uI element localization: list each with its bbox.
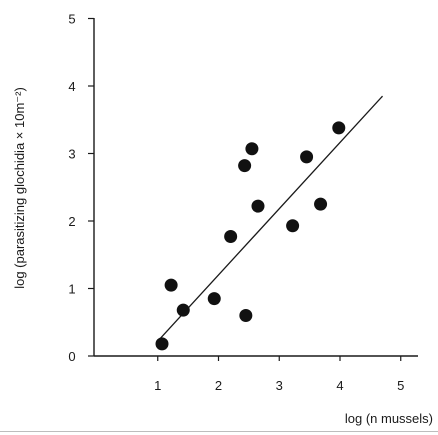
regression-line <box>157 95 384 342</box>
data-point <box>176 303 190 317</box>
data-point <box>155 337 169 351</box>
x-axis-title: log (n mussels) <box>345 411 433 426</box>
x-tick-label: 3 <box>276 378 283 393</box>
data-point <box>239 309 253 322</box>
x-axis-ticks: 1 2 3 4 5 <box>154 356 404 393</box>
y-tick-label: 4 <box>68 79 75 94</box>
data-point <box>224 230 238 244</box>
plot-area: 0 1 2 3 4 5 1 2 3 4 5 <box>68 12 418 393</box>
data-points <box>155 121 346 351</box>
y-tick-label: 1 <box>68 282 75 297</box>
data-point <box>238 159 252 173</box>
y-tick-label: 3 <box>68 147 75 162</box>
y-axis-ticks: 0 1 2 3 4 5 <box>68 12 94 364</box>
data-point <box>207 292 221 306</box>
data-point <box>251 199 265 213</box>
y-axis-title: log (parasitizing glochidia × 10m⁻²) <box>12 87 27 289</box>
x-tick-label: 4 <box>336 378 343 393</box>
y-tick-label: 0 <box>68 349 75 364</box>
x-tick-label: 5 <box>397 378 404 393</box>
bottom-rule <box>0 431 438 432</box>
data-point <box>245 142 259 156</box>
y-tick-label: 2 <box>68 214 75 229</box>
data-point <box>300 150 314 164</box>
data-point <box>332 121 346 135</box>
x-tick-label: 2 <box>215 378 222 393</box>
data-point <box>164 278 178 292</box>
data-point <box>286 219 300 233</box>
x-tick-label: 1 <box>154 378 161 393</box>
y-tick-label: 5 <box>68 12 75 27</box>
data-point <box>314 197 328 211</box>
